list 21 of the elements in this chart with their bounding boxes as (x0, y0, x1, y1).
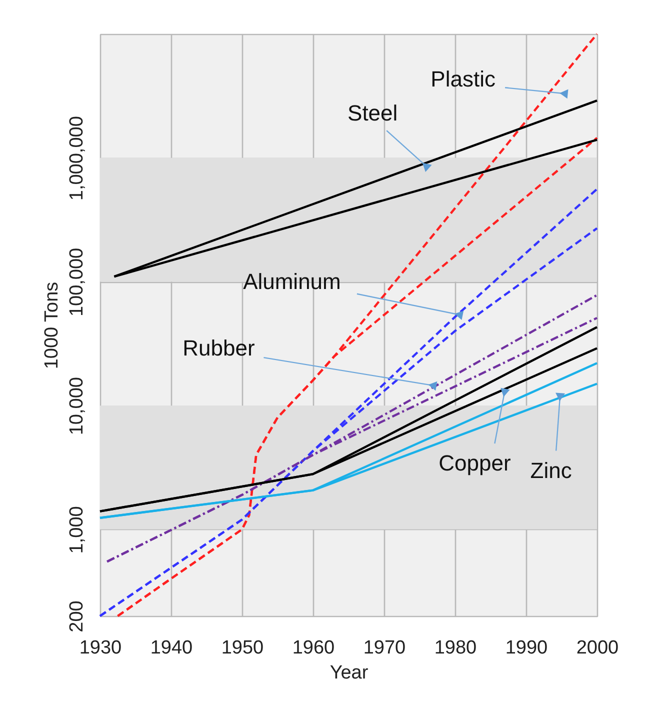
x-tick-label: 1980 (434, 638, 477, 658)
x-tick-label: 1940 (150, 638, 193, 658)
annotation: Plastic (430, 66, 496, 92)
y-axis-title: 1000 Tons (42, 282, 62, 370)
x-tick-label: 1970 (363, 638, 406, 658)
y-tick-label: 200 (66, 600, 88, 632)
x-axis-title: Year (330, 662, 369, 684)
y-tick-label: 100,000 (66, 248, 88, 317)
annotation: Rubber (182, 336, 255, 361)
annotation: Aluminum (243, 268, 341, 294)
y-tick-label: 1,000 (66, 506, 88, 554)
x-tick-label: 1930 (79, 638, 122, 658)
y-tick-label: 1,000,000 (66, 116, 88, 201)
x-tick-label: 2000 (576, 638, 619, 658)
x-tick-label: 1950 (221, 638, 264, 658)
annotation: Steel (348, 100, 398, 126)
annotation: Copper (438, 450, 511, 476)
x-tick-label: 1960 (292, 638, 335, 658)
annotation: Zinc (530, 458, 572, 483)
x-tick-label: 1990 (505, 638, 548, 658)
y-tick-label: 10,000 (66, 377, 88, 436)
